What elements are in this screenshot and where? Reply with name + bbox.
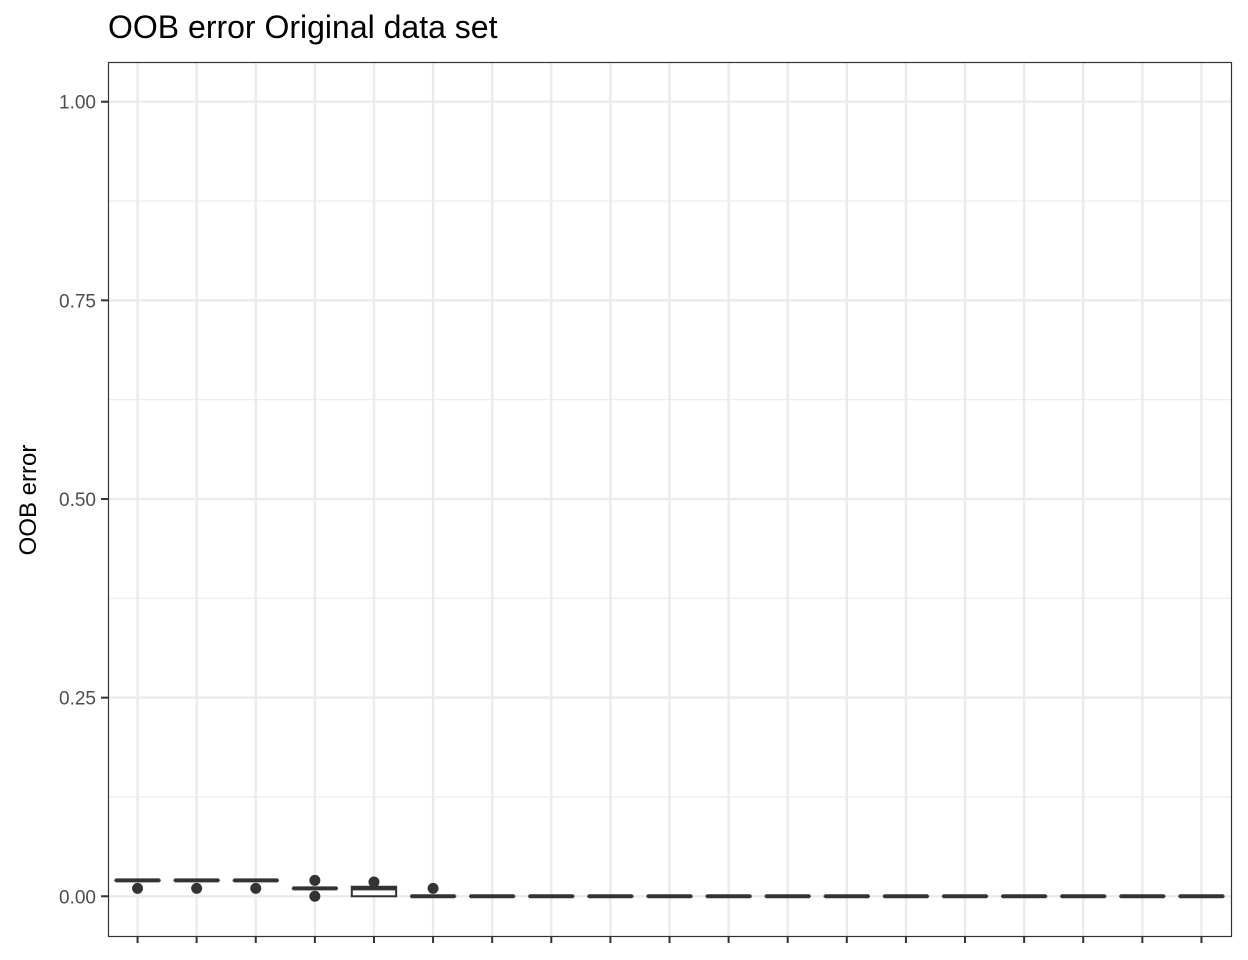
box-6 (409, 882, 457, 899)
outlier-point (309, 874, 321, 886)
y-tick-label: 0.50 (59, 490, 96, 511)
box-2 (173, 878, 220, 894)
chart-title: OOB error Original data set (108, 9, 498, 45)
box-series (114, 874, 1225, 902)
outlier-point (309, 890, 321, 902)
outlier-point (191, 882, 203, 894)
grid-lines (108, 62, 1231, 936)
box-4 (291, 874, 339, 902)
y-axis: 0.00 0.25 0.50 0.75 1.00 (59, 93, 108, 908)
outlier-point (368, 876, 380, 888)
outlier-point (132, 882, 144, 894)
y-tick-label: 0.75 (59, 291, 96, 312)
x-axis (136, 936, 1203, 943)
y-tick-label: 0.00 (59, 887, 96, 908)
box-5 (350, 876, 398, 898)
y-tick-label: 0.25 (59, 689, 96, 710)
outlier-point (250, 882, 262, 894)
box-1 (114, 878, 161, 894)
y-tick-label: 1.00 (59, 93, 96, 114)
outlier-point (427, 882, 439, 894)
y-axis-label: OOB error (15, 445, 42, 556)
box-3 (232, 878, 279, 894)
